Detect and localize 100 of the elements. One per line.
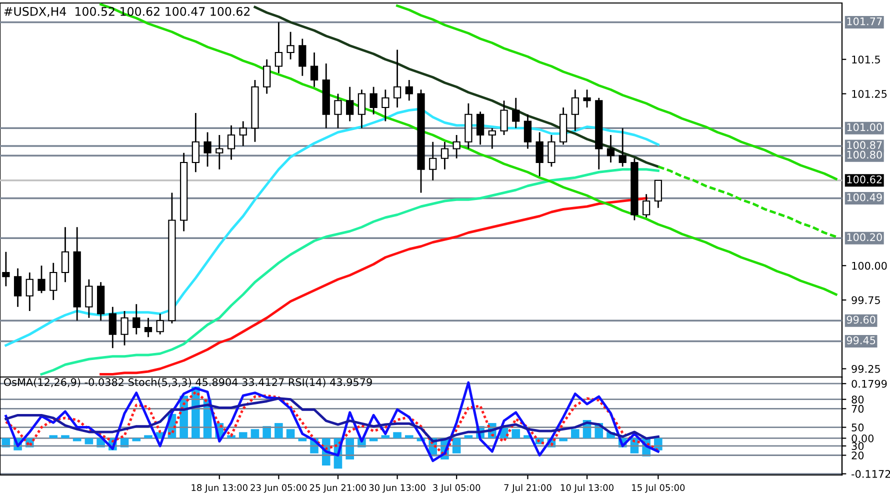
bar: [61, 435, 70, 438]
candlestick: [571, 88, 579, 132]
y-tick-label: 99.75: [852, 296, 880, 304]
candlestick: [204, 132, 212, 168]
candlestick: [370, 86, 378, 116]
candlestick: [429, 141, 437, 182]
y2-tick-label: 0.00: [852, 434, 874, 442]
bar: [49, 435, 58, 438]
y2-tick-label: 0.1799: [852, 380, 887, 388]
candlestick: [14, 268, 22, 308]
bar: [72, 438, 82, 442]
line-series: [396, 4, 838, 180]
candlestick: [227, 124, 236, 160]
candlestick: [488, 127, 496, 150]
bar: [404, 435, 414, 438]
candlestick: [476, 110, 484, 146]
candlestick: [85, 278, 93, 319]
bar: [250, 429, 260, 438]
candlestick: [310, 52, 318, 88]
candlestick: [358, 88, 366, 129]
candlestick: [274, 22, 283, 74]
ref-line-label: 99.60: [846, 316, 876, 324]
x-tick-label: 18 Jun 13:00: [192, 484, 248, 493]
bar: [381, 435, 390, 438]
bar: [144, 435, 152, 438]
candlestick: [38, 264, 46, 294]
candlestick: [452, 134, 460, 160]
y-tick-label: 70: [852, 404, 864, 413]
candlestick: [61, 226, 70, 283]
candlestick: [536, 132, 544, 177]
y-tick-label: 101.25: [852, 90, 887, 98]
candlestick: [120, 310, 128, 346]
y-tick-label: 80: [852, 396, 864, 404]
candlestick: [156, 313, 164, 336]
y-tick-label: 101.5: [852, 56, 880, 64]
line-series: [254, 6, 660, 168]
candlestick: [144, 317, 152, 338]
candlestick: [606, 134, 615, 164]
line-series: [40, 168, 660, 376]
line-series: [4, 108, 660, 347]
y-tick-label: 30: [852, 442, 864, 450]
candlestick: [298, 38, 306, 77]
candlestick: [440, 141, 449, 170]
candlestick: [512, 97, 520, 129]
candlestick: [50, 262, 58, 301]
ref-line-label: 100.62: [847, 176, 882, 184]
candlestick: [26, 272, 34, 312]
candlestick: [583, 88, 591, 108]
candlestick: [132, 303, 140, 336]
y2-tick-label: -0.1172: [852, 470, 890, 478]
candlestick: [548, 134, 556, 168]
candlestick: [216, 134, 224, 170]
bar: [84, 438, 94, 444]
candlestick: [500, 100, 508, 136]
candlestick: [192, 112, 200, 173]
candlestick: [108, 306, 116, 349]
ref-line-label: 100.49: [847, 193, 882, 202]
candlestick: [286, 31, 294, 60]
x-tick-label: 30 Jun 13:00: [369, 484, 426, 493]
y-tick-label: 99.25: [852, 364, 880, 373]
chart-title: #USDX,H4 100.52 100.62 100.47 100.62: [4, 6, 250, 18]
line-series: [100, 197, 648, 376]
x-tick-label: 3 Jul 05:00: [433, 484, 480, 493]
y-tick-label: 100.00: [852, 262, 887, 270]
candlestick: [382, 88, 390, 122]
x-tick-label: 7 Jul 21:00: [504, 484, 552, 493]
bar: [464, 435, 473, 438]
bar: [238, 432, 248, 438]
bar: [298, 438, 307, 442]
chart-title: OsMA(12,26,9) -0.0382 Stoch(5,3,3) 45.8904 33.4127 RSI(14) 43.9579: [4, 378, 372, 388]
bar: [286, 429, 295, 438]
line-series: [4, 390, 660, 456]
line-series: [656, 165, 838, 238]
x-tick-label: 15 Jul 05:00: [632, 484, 685, 493]
candlestick: [524, 114, 532, 150]
bar: [559, 438, 568, 442]
ref-line-label: 100.87: [847, 141, 882, 150]
candlestick: [346, 86, 354, 122]
candlestick: [263, 58, 271, 94]
bar: [274, 423, 283, 438]
x-tick-label: 23 Jun 05:00: [250, 484, 307, 493]
ref-line-label: 101.00: [847, 123, 882, 132]
candlestick: [393, 49, 402, 108]
x-tick-label: 10 Jul 13:00: [560, 484, 614, 493]
bar: [571, 429, 580, 438]
y-tick-label: 50: [852, 424, 864, 432]
y-tick-label: 20: [852, 451, 864, 460]
ref-line-label: 100.80: [847, 150, 882, 159]
candlestick: [239, 120, 247, 147]
line-series: [4, 397, 660, 443]
x-tick-label: 25 Jun 21:00: [310, 484, 366, 493]
candlestick: [405, 79, 413, 102]
candlestick: [642, 193, 650, 218]
bar: [132, 438, 141, 442]
candlestick: [654, 180, 662, 209]
candlestick: [334, 93, 342, 129]
candlestick: [618, 127, 626, 168]
bar: [512, 429, 520, 438]
bar: [393, 432, 402, 438]
ref-line-label: 101.77: [847, 17, 882, 26]
